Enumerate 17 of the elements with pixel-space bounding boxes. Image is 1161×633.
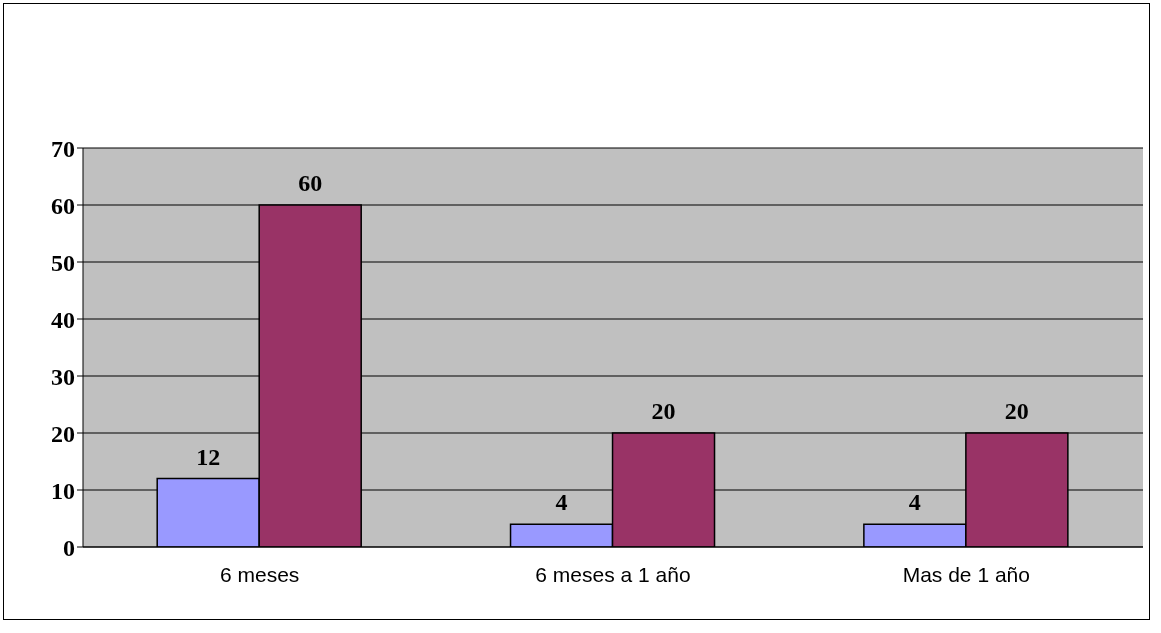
data-label: 12 xyxy=(196,443,221,470)
y-tick-label: 20 xyxy=(51,420,75,447)
x-tick-label: 6 meses xyxy=(219,562,300,586)
data-label: 20 xyxy=(651,398,676,424)
y-tick-label: 30 xyxy=(51,363,75,390)
x-tick-label: Mas de 1 año xyxy=(902,562,1030,586)
y-tick-label: 40 xyxy=(51,306,75,333)
y-tick-label: 70 xyxy=(51,135,75,162)
x-tick-label: 6 meses a 1 año xyxy=(535,562,691,586)
y-tick-label: 60 xyxy=(51,192,75,219)
data-label: 4 xyxy=(555,489,568,516)
y-tick-label: 50 xyxy=(51,249,75,276)
data-label: 60 xyxy=(298,170,323,196)
data-label: 20 xyxy=(1004,398,1029,424)
y-tick-label: 10 xyxy=(51,477,75,504)
data-label: 4 xyxy=(908,489,921,516)
y-tick-label: 0 xyxy=(63,534,75,561)
